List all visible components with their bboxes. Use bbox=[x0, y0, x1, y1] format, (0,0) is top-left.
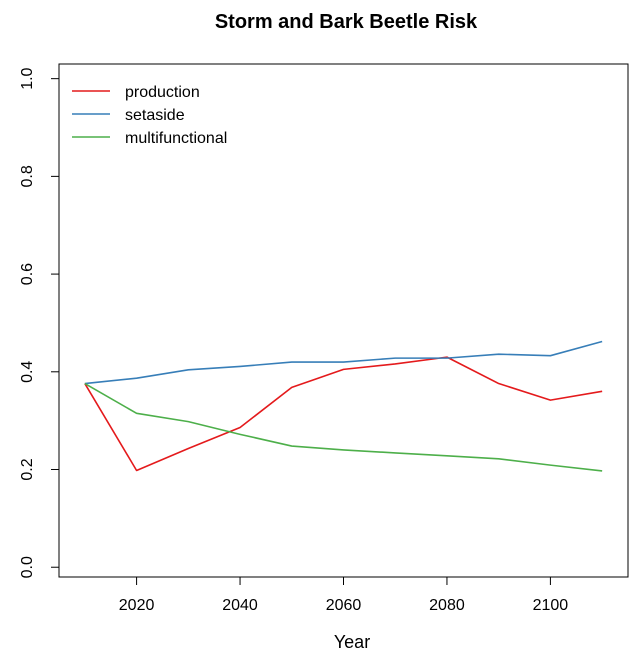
x-tick-label: 2060 bbox=[326, 597, 362, 614]
y-tick-label: 0.0 bbox=[19, 556, 36, 578]
x-tick-label: 2020 bbox=[119, 597, 155, 614]
y-tick-label: 0.8 bbox=[19, 165, 36, 187]
y-tick-label: 0.4 bbox=[19, 361, 36, 383]
y-axis: 0.0 0.2 0.4 0.6 0.8 1.0 bbox=[19, 67, 59, 578]
x-tick-label: 2100 bbox=[533, 597, 569, 614]
legend-label-setaside: setaside bbox=[125, 107, 185, 124]
legend: production setaside multifunctional bbox=[72, 84, 227, 147]
series-line-multifunctional bbox=[84, 382, 603, 472]
x-axis: 2020 2040 2060 2080 2100 bbox=[119, 577, 569, 614]
y-tick-label: 0.2 bbox=[19, 458, 36, 480]
series-line-production bbox=[84, 356, 603, 472]
y-tick-label: 1.0 bbox=[19, 67, 36, 89]
legend-label-multifunctional: multifunctional bbox=[125, 130, 227, 147]
legend-label-production: production bbox=[125, 84, 200, 101]
x-tick-label: 2080 bbox=[429, 597, 465, 614]
series-lines bbox=[84, 340, 603, 472]
x-tick-label: 2040 bbox=[222, 597, 258, 614]
y-tick-label: 0.6 bbox=[19, 263, 36, 285]
x-axis-label: Year bbox=[334, 632, 370, 652]
series-line-setaside bbox=[84, 340, 603, 385]
chart-title: Storm and Bark Beetle Risk bbox=[215, 11, 478, 33]
